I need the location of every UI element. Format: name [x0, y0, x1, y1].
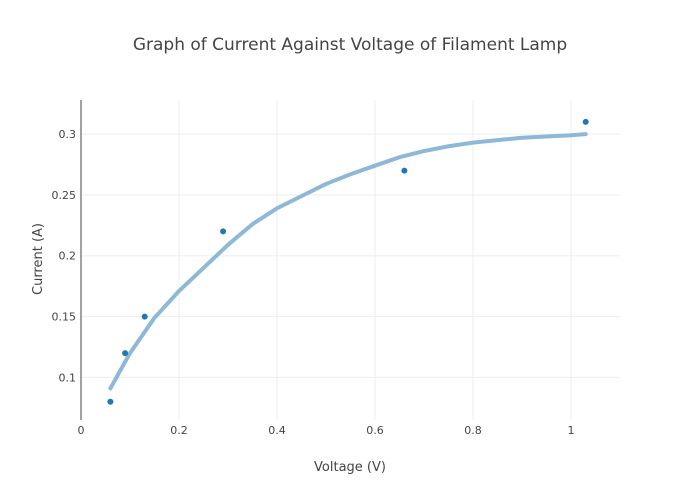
fit-curve: [108, 132, 588, 391]
data-point: [122, 350, 129, 357]
data-points-layer: [107, 118, 589, 405]
tick-labels: 0 0.2 0.4 0.6 0.8 1 0.1 0.15 0.2 0.25 0.3: [52, 128, 575, 437]
data-point: [582, 118, 589, 125]
y-tick-label: 0.25: [52, 189, 77, 202]
data-point: [401, 167, 408, 174]
x-tick-label: 0: [78, 424, 85, 437]
data-point: [220, 228, 227, 235]
y-axis-title: Current (A): [31, 223, 46, 295]
y-tick-label: 0.2: [59, 250, 77, 263]
data-point: [107, 398, 114, 405]
chart-title: Graph of Current Against Voltage of Fila…: [133, 35, 567, 55]
y-tick-label: 0.15: [52, 311, 77, 324]
x-tick-label: 0.2: [170, 424, 188, 437]
fit-line-layer: [108, 132, 588, 391]
x-axis-title: Voltage (V): [314, 460, 386, 475]
x-tick-label: 0.4: [268, 424, 286, 437]
x-tick-label: 0.6: [366, 424, 384, 437]
y-tick-label: 0.1: [59, 371, 77, 384]
x-tick-label: 1: [568, 424, 575, 437]
data-point: [141, 313, 148, 320]
grid-layer: [81, 100, 620, 420]
x-tick-label: 0.8: [464, 424, 482, 437]
y-tick-label: 0.3: [59, 128, 77, 141]
